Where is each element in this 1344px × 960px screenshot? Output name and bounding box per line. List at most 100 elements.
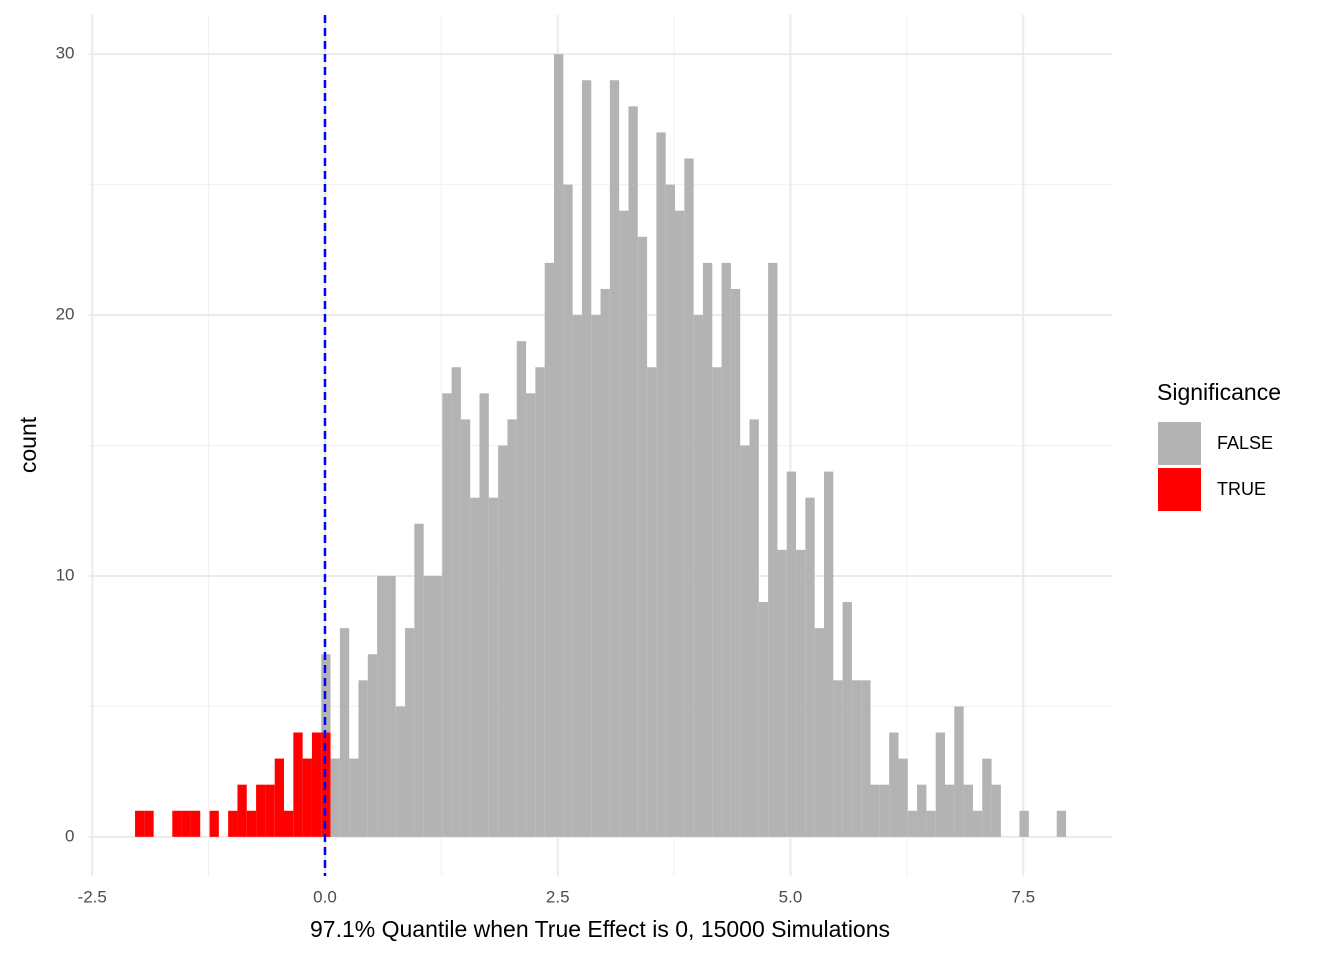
x-tick-label: -2.5	[78, 887, 107, 906]
bar	[554, 54, 564, 837]
x-tick-label: 2.5	[546, 887, 570, 906]
bar	[395, 706, 406, 837]
legend-title: Significance	[1157, 379, 1281, 405]
bar	[330, 758, 340, 837]
legend-label: TRUE	[1217, 479, 1266, 499]
bar	[851, 680, 862, 837]
bar	[237, 784, 247, 837]
bar	[246, 810, 257, 837]
bar	[339, 628, 350, 837]
legend-label: FALSE	[1217, 433, 1273, 453]
bar	[730, 288, 741, 837]
bar	[665, 184, 676, 837]
bar	[581, 80, 592, 837]
bar	[768, 262, 778, 837]
bar	[172, 810, 182, 837]
bar	[758, 602, 769, 837]
bar	[256, 784, 266, 837]
bar	[628, 106, 638, 837]
bar	[544, 262, 554, 837]
bar	[823, 471, 834, 837]
x-tick-label: 5.0	[779, 887, 803, 906]
bar	[805, 497, 815, 837]
bar	[749, 419, 759, 837]
x-axis-title: 97.1% Quantile when True Effect is 0, 15…	[310, 916, 890, 942]
x-tick-label: 7.5	[1011, 887, 1035, 906]
bar	[293, 732, 303, 837]
bar	[386, 575, 396, 837]
bar	[1019, 810, 1029, 837]
bar	[609, 80, 620, 837]
bar	[284, 810, 294, 837]
bar	[675, 210, 685, 837]
bar	[377, 575, 387, 837]
x-tick-label: 0.0	[313, 887, 337, 906]
legend-key	[1158, 422, 1201, 465]
bar	[935, 732, 946, 837]
bar	[367, 654, 378, 837]
bar	[591, 315, 601, 837]
bar	[861, 680, 871, 837]
bar	[814, 628, 824, 837]
y-tick-label: 10	[56, 565, 75, 584]
bar	[358, 680, 368, 837]
bar	[414, 523, 424, 837]
bar	[311, 732, 322, 837]
bar	[563, 184, 573, 837]
bar	[488, 497, 499, 837]
bar	[181, 810, 191, 837]
bar	[432, 575, 443, 837]
legend-key	[1158, 468, 1201, 511]
bar	[209, 810, 219, 837]
bar	[516, 341, 527, 837]
bar	[479, 393, 489, 837]
bar	[228, 810, 238, 837]
bar	[786, 471, 797, 837]
bar	[451, 367, 461, 837]
bar	[898, 758, 908, 837]
bar	[954, 706, 964, 837]
bar	[265, 784, 275, 837]
bar	[907, 810, 918, 837]
bar	[1056, 810, 1067, 837]
bar	[740, 445, 750, 837]
bar	[423, 575, 433, 837]
bar	[619, 210, 629, 837]
bar	[796, 549, 806, 837]
bar	[600, 288, 610, 837]
bar	[721, 262, 731, 837]
bar	[442, 393, 452, 837]
bar	[498, 445, 508, 837]
bar	[135, 810, 145, 837]
bar	[190, 810, 201, 837]
bar	[693, 315, 703, 837]
bar	[833, 680, 843, 837]
bar	[842, 602, 852, 837]
bar	[572, 315, 582, 837]
bar	[945, 784, 955, 837]
bar	[405, 628, 415, 837]
y-tick-label: 20	[56, 305, 75, 324]
bar	[460, 419, 471, 837]
bar	[982, 758, 992, 837]
bar	[470, 497, 480, 837]
bar	[349, 758, 359, 837]
bar	[647, 367, 657, 837]
bar	[889, 732, 899, 837]
bar	[870, 784, 880, 837]
bar	[963, 784, 973, 837]
bar	[144, 810, 154, 837]
bar	[972, 810, 983, 837]
bar	[991, 784, 1001, 837]
bar	[302, 758, 312, 837]
bar	[507, 419, 517, 837]
bar	[702, 262, 713, 837]
bar	[274, 758, 285, 837]
y-tick-label: 0	[65, 826, 74, 845]
bar	[526, 393, 536, 837]
bar	[926, 810, 936, 837]
bar	[637, 236, 648, 837]
y-axis-title: count	[15, 416, 41, 473]
bar	[684, 158, 694, 837]
